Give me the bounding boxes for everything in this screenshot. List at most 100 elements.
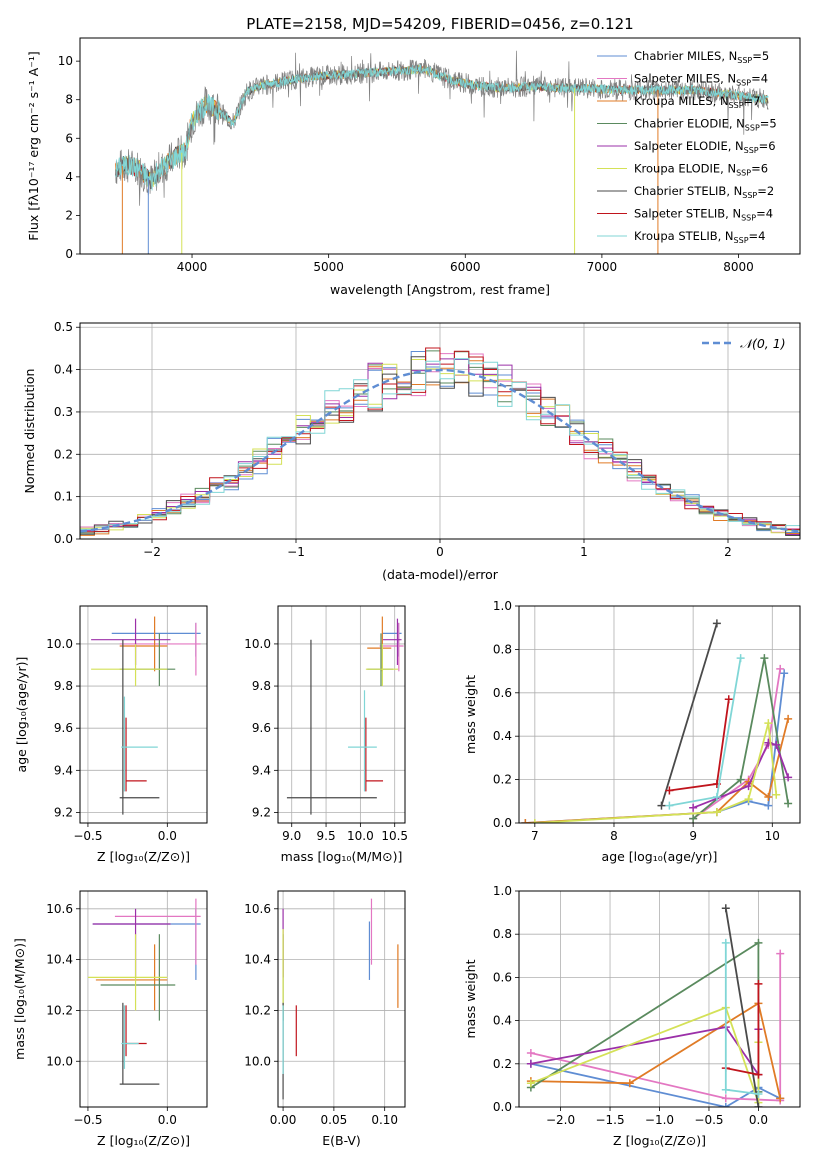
weight-marker-chabrier_stelib bbox=[657, 801, 666, 810]
spectrum-title: PLATE=2158, MJD=54209, FIBERID=0456, z=0… bbox=[246, 15, 633, 33]
mass-vs-metallicity-frame bbox=[79, 890, 208, 1108]
spectrum-ylabel: Flux [fλ10⁻¹⁷ erg cm⁻² s⁻¹ A⁻¹] bbox=[26, 51, 41, 240]
weight-marker-kroupa_miles bbox=[521, 819, 530, 823]
legend-entry: Salpeter MILES, NSSP=4 bbox=[634, 72, 768, 88]
weight-marker-kroupa_miles bbox=[625, 1079, 634, 1088]
legend-val: =4 bbox=[749, 229, 766, 243]
mass-vs-metallicity-ytick-label: 10.4 bbox=[46, 953, 73, 967]
age-vs-metallicity-errorbars bbox=[91, 616, 201, 815]
mass-vs-extinction-xtick-label: 0.10 bbox=[371, 1113, 398, 1127]
mass-vs-metallicity-xlabel: Z [log₁₀(Z/Z⊙)] bbox=[97, 1133, 190, 1148]
mass-weight-vs-metallicity-xtick-label: 0.0 bbox=[749, 1113, 768, 1127]
spectrum-ytick-label: 6 bbox=[65, 131, 73, 145]
spectrum-ytick-label: 10 bbox=[58, 54, 73, 68]
weight-marker-salpeter_elodie bbox=[689, 803, 698, 812]
age-vs-mass-ytick-label: 9.4 bbox=[252, 763, 271, 777]
normal-curve bbox=[80, 368, 800, 533]
histogram-xtick-label: 1 bbox=[580, 545, 588, 559]
weight-marker-salpeter_stelib bbox=[754, 979, 763, 988]
spectrum-xtick-label: 8000 bbox=[723, 260, 754, 274]
weight-marker-kroupa_miles bbox=[776, 1094, 785, 1103]
legend-sub: SSP bbox=[734, 236, 749, 245]
legend-val: =5 bbox=[752, 49, 769, 63]
histogram-xtick-label: −2 bbox=[143, 545, 161, 559]
weight-line-chabrier_stelib bbox=[660, 623, 718, 806]
normal-legend-label: 𝒩(0, 1) bbox=[740, 336, 786, 351]
mass-vs-extinction-ytick-label: 10.2 bbox=[244, 1003, 271, 1017]
histogram-ytick-label: 0.0 bbox=[54, 532, 73, 546]
mass-weight-vs-age-ytick-label: 0.6 bbox=[493, 686, 512, 700]
legend-val: =6 bbox=[751, 162, 768, 176]
legend-sub: SSP bbox=[742, 191, 757, 200]
legend-sub: SSP bbox=[741, 214, 756, 223]
spectrum-xlabel: wavelength [Angstrom, rest frame] bbox=[330, 282, 550, 297]
weight-marker-salpeter_elodie bbox=[526, 1059, 535, 1068]
legend-label: Kroupa STELIB, N bbox=[634, 229, 734, 243]
weight-marker-chabrier_miles bbox=[721, 1103, 730, 1107]
age-vs-mass-frame bbox=[277, 605, 406, 824]
legend-val: =4 bbox=[751, 72, 768, 86]
mass-weight-vs-metallicity-ytick-label: 0.2 bbox=[493, 1057, 512, 1071]
histogram-ytick-label: 0.1 bbox=[54, 490, 73, 504]
mass-vs-metallicity-xtick-label: 0.0 bbox=[158, 1113, 177, 1127]
weight-marker-chabrier_stelib bbox=[712, 619, 721, 628]
weight-marker-kroupa_miles bbox=[764, 792, 773, 801]
age-vs-mass-xtick-label: 9.5 bbox=[317, 829, 336, 843]
weight-marker-kroupa_miles bbox=[784, 714, 793, 723]
histogram-salpeter_stelib bbox=[80, 347, 800, 533]
weight-line-chabrier_stelib bbox=[724, 908, 760, 1107]
spectrum-lines bbox=[115, 50, 769, 254]
weight-marker-chabrier_miles bbox=[780, 669, 789, 678]
legend-sub: SSP bbox=[736, 79, 751, 88]
age-vs-mass-ytick-label: 10.0 bbox=[244, 637, 271, 651]
age-vs-metallicity-xlabel: Z [log₁₀(Z/Z⊙)] bbox=[97, 849, 190, 864]
legend-label: Kroupa ELODIE, N bbox=[634, 162, 736, 176]
mass-weight-vs-age-ytick-label: 1.0 bbox=[493, 599, 512, 613]
weight-marker-kroupa_elodie bbox=[764, 719, 773, 728]
mass-vs-metallicity-errorbars bbox=[87, 898, 201, 1085]
histogram-steps bbox=[80, 347, 800, 536]
legend-label: Chabrier ELODIE, N bbox=[634, 117, 745, 131]
mass-weight-vs-metallicity-ytick-label: 0.0 bbox=[493, 1100, 512, 1114]
mass-weight-vs-metallicity-xlabel: Z [log₁₀(Z/Z⊙)] bbox=[613, 1133, 706, 1148]
mass-vs-metallicity-ytick-label: 10.0 bbox=[46, 1054, 73, 1068]
weight-marker-chabrier_stelib bbox=[721, 904, 730, 913]
histogram-ytick-label: 0.5 bbox=[54, 320, 73, 334]
spectrum-xtick-label: 5000 bbox=[313, 260, 344, 274]
mass-weight-vs-metallicity-frame bbox=[518, 890, 801, 1108]
histogram-ytick-label: 0.2 bbox=[54, 447, 73, 461]
weight-marker-kroupa_elodie bbox=[530, 819, 539, 823]
weight-marker-kroupa_elodie bbox=[772, 790, 781, 799]
histogram-frame bbox=[79, 322, 801, 540]
spectrum-xtick-label: 7000 bbox=[587, 260, 618, 274]
mass-weight-vs-age-ytick-label: 0.0 bbox=[493, 816, 512, 830]
mass-weight-vs-metallicity-lines bbox=[526, 904, 785, 1107]
mass-vs-extinction-xtick-label: 0.00 bbox=[270, 1113, 297, 1127]
age-vs-mass-xtick-label: 10.0 bbox=[347, 829, 374, 843]
legend-entry: Kroupa ELODIE, NSSP=6 bbox=[634, 162, 768, 178]
legend-label: Chabrier MILES, N bbox=[634, 49, 737, 63]
histogram-ytick-label: 0.3 bbox=[54, 405, 73, 419]
age-vs-metallicity-xtick-label: 0.0 bbox=[158, 829, 177, 843]
age-vs-metallicity-ytick-label: 9.8 bbox=[54, 679, 73, 693]
age-vs-mass-ytick-label: 9.8 bbox=[252, 679, 271, 693]
mass-weight-vs-metallicity-ytick-label: 0.4 bbox=[493, 1014, 512, 1028]
age-vs-metallicity-ytick-label: 9.4 bbox=[54, 763, 73, 777]
mass-vs-extinction-ytick-label: 10.6 bbox=[244, 902, 271, 916]
mass-vs-extinction-xlabel: E(B-V) bbox=[322, 1133, 361, 1148]
mass-weight-vs-metallicity-xtick-label: −1.0 bbox=[645, 1113, 674, 1127]
weight-marker-chabrier_miles bbox=[764, 801, 773, 810]
weight-line-kroupa_stelib bbox=[669, 657, 742, 807]
weight-line-salpeter_miles bbox=[530, 953, 782, 1102]
legend-entry: Salpeter ELODIE, NSSP=6 bbox=[634, 139, 776, 155]
legend-label: Chabrier STELIB, N bbox=[634, 184, 742, 198]
age-vs-mass-xtick-label: 9.0 bbox=[282, 829, 301, 843]
spectrum-xtick-label: 4000 bbox=[177, 260, 208, 274]
mass-weight-vs-metallicity-ytick-label: 0.6 bbox=[493, 970, 512, 984]
spectrum-frame bbox=[79, 37, 801, 255]
weight-marker-salpeter_miles bbox=[776, 664, 785, 673]
mass-vs-extinction-ytick-label: 10.0 bbox=[244, 1054, 271, 1068]
weight-marker-salpeter_miles bbox=[526, 1049, 535, 1057]
legend-label: Salpeter ELODIE, N bbox=[634, 139, 744, 153]
